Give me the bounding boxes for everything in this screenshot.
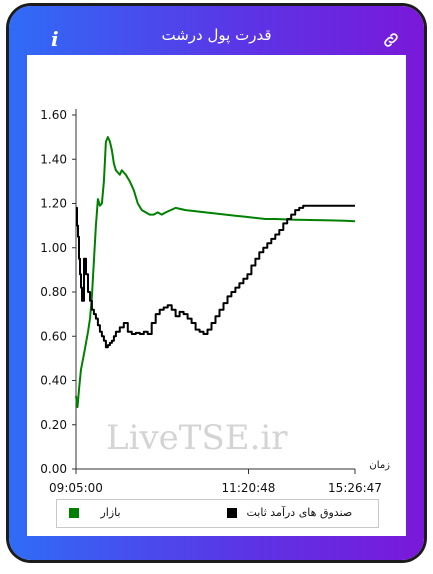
legend-label-fund: صندوق های درآمد ثابت bbox=[246, 506, 353, 519]
x-tick-label: 11:20:48 bbox=[222, 481, 276, 495]
legend-label-market: بازار bbox=[100, 506, 121, 519]
legend-item-fund[interactable]: صندوق های درآمد ثابت bbox=[227, 506, 352, 519]
legend-item-market[interactable]: بازار bbox=[69, 506, 121, 519]
chart-card: 0.00 0.20 0.40 0.60 0.80 1.00 1.20 1.40 1.60 09:0… bbox=[27, 55, 406, 536]
page-title: قدرت پول درشت bbox=[161, 26, 272, 44]
y-tick-label: 0.20 bbox=[40, 418, 67, 432]
y-tick-label: 0.40 bbox=[40, 374, 67, 388]
y-tick-label: 1.20 bbox=[40, 197, 67, 211]
line-chart: 0.00 0.20 0.40 0.60 0.80 1.00 1.20 1.40 1.60 09:0… bbox=[40, 108, 390, 495]
link-icon[interactable] bbox=[382, 31, 400, 49]
x-axis-label: زمان bbox=[369, 460, 390, 471]
chart-legend: بازار صندوق های درآمد ثابت bbox=[56, 499, 379, 528]
series-line-fund bbox=[76, 204, 355, 349]
y-tick-label: 0.00 bbox=[40, 462, 67, 476]
info-icon[interactable]: i bbox=[51, 27, 59, 51]
y-tick-label: 0.80 bbox=[40, 285, 67, 299]
legend-swatch-market bbox=[69, 508, 79, 518]
y-tick-label: 0.60 bbox=[40, 329, 67, 343]
x-tick-label: 09:05:00 bbox=[49, 481, 103, 495]
y-tick-label: 1.60 bbox=[40, 108, 67, 122]
header-bar: i قدرت پول درشت bbox=[9, 6, 424, 58]
watermark-text: LiveTSE.ir bbox=[106, 418, 288, 458]
y-tick-label: 1.40 bbox=[40, 152, 67, 166]
legend-swatch-fund bbox=[227, 508, 237, 518]
y-tick-label: 1.00 bbox=[40, 241, 67, 255]
series-line-market bbox=[75, 136, 356, 409]
x-tick-label: 15:26:47 bbox=[328, 481, 382, 495]
